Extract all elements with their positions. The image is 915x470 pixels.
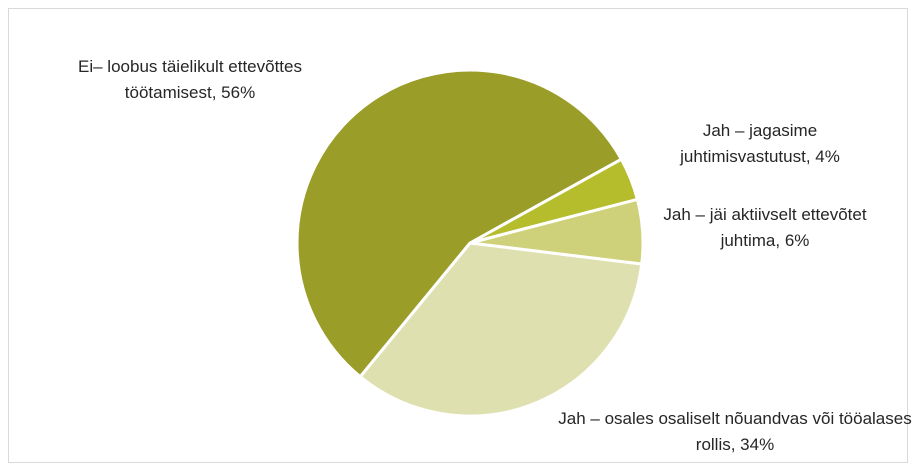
data-label: Jah – osales osaliselt nõuandvas või töö… xyxy=(558,409,912,454)
data-label: Ei– loobus täielikult ettevõttes töötami… xyxy=(78,57,302,102)
data-label: Jah – jäi aktiivselt ettevõtet juhtima, … xyxy=(663,205,867,250)
data-label: Jah – jagasime juhtimisvastutust, 4% xyxy=(680,121,840,166)
pie-slice xyxy=(358,241,644,418)
pie-slice xyxy=(295,68,623,379)
chart-frame xyxy=(8,8,908,463)
